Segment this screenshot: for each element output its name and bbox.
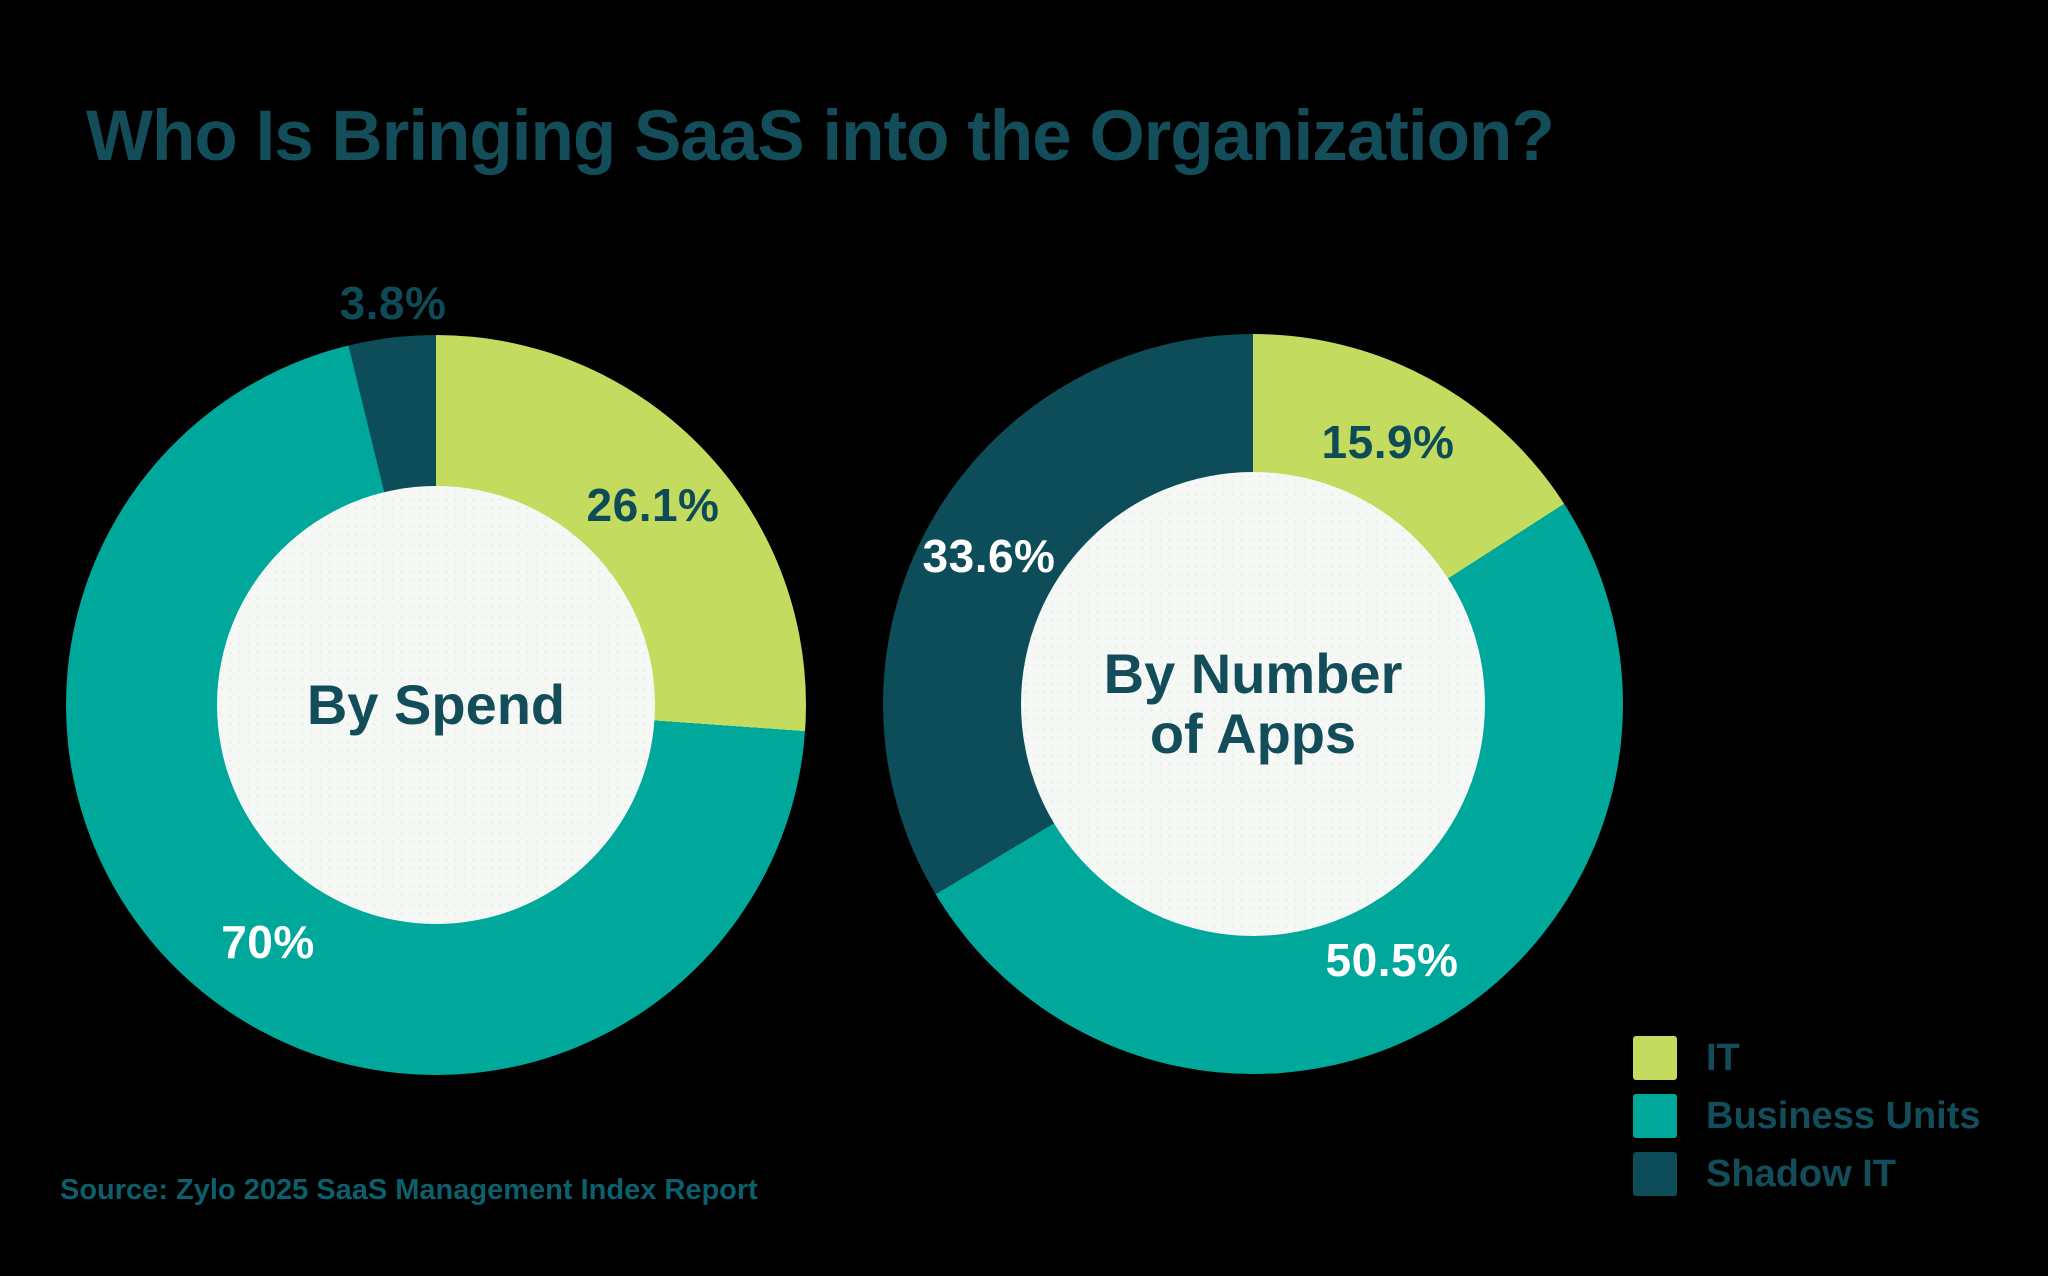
donut-chart-by-spend: By Spend 3.8% 26.1% 70% [66, 277, 806, 1075]
legend-item-business-units: Business Units [1633, 1094, 1981, 1138]
slice-label-it: 26.1% [586, 479, 720, 531]
donut-center-by-number-of-apps: By Number of Apps [1021, 472, 1485, 936]
legend-label-shadow-it: Shadow IT [1706, 1152, 1896, 1195]
slice-label-it: 15.9% [1321, 416, 1455, 468]
donut-center-by-spend: By Spend [217, 486, 655, 924]
legend-swatch-business-units [1633, 1094, 1677, 1138]
donut-center-label-by-number-of-apps: By Number of Apps [1103, 641, 1403, 765]
legend: IT Business Units Shadow IT [1633, 1036, 1981, 1196]
legend-swatch-shadow-it [1633, 1152, 1677, 1196]
legend-item-it: IT [1633, 1036, 1981, 1080]
chart-title: Who Is Bringing SaaS into the Organizati… [86, 97, 1555, 176]
legend-item-shadow-it: Shadow IT [1633, 1152, 1981, 1196]
slice-label-business-units: 70% [221, 916, 315, 968]
slice-label-shadow-it: 33.6% [922, 530, 1056, 582]
legend-label-business-units: Business Units [1706, 1094, 1981, 1137]
slice-label-business-units: 50.5% [1325, 934, 1459, 986]
donut-center-label-by-spend: By Spend [306, 672, 566, 736]
source-attribution: Source: Zylo 2025 SaaS Management Index … [60, 1174, 758, 1206]
slice-label-shadow-it: 3.8% [339, 277, 447, 329]
legend-label-it: IT [1706, 1036, 1740, 1079]
donut-chart-by-number-of-apps: By Number of Apps 15.9% 33.6% 50.5% [883, 334, 1623, 1074]
legend-swatch-it [1633, 1036, 1677, 1080]
